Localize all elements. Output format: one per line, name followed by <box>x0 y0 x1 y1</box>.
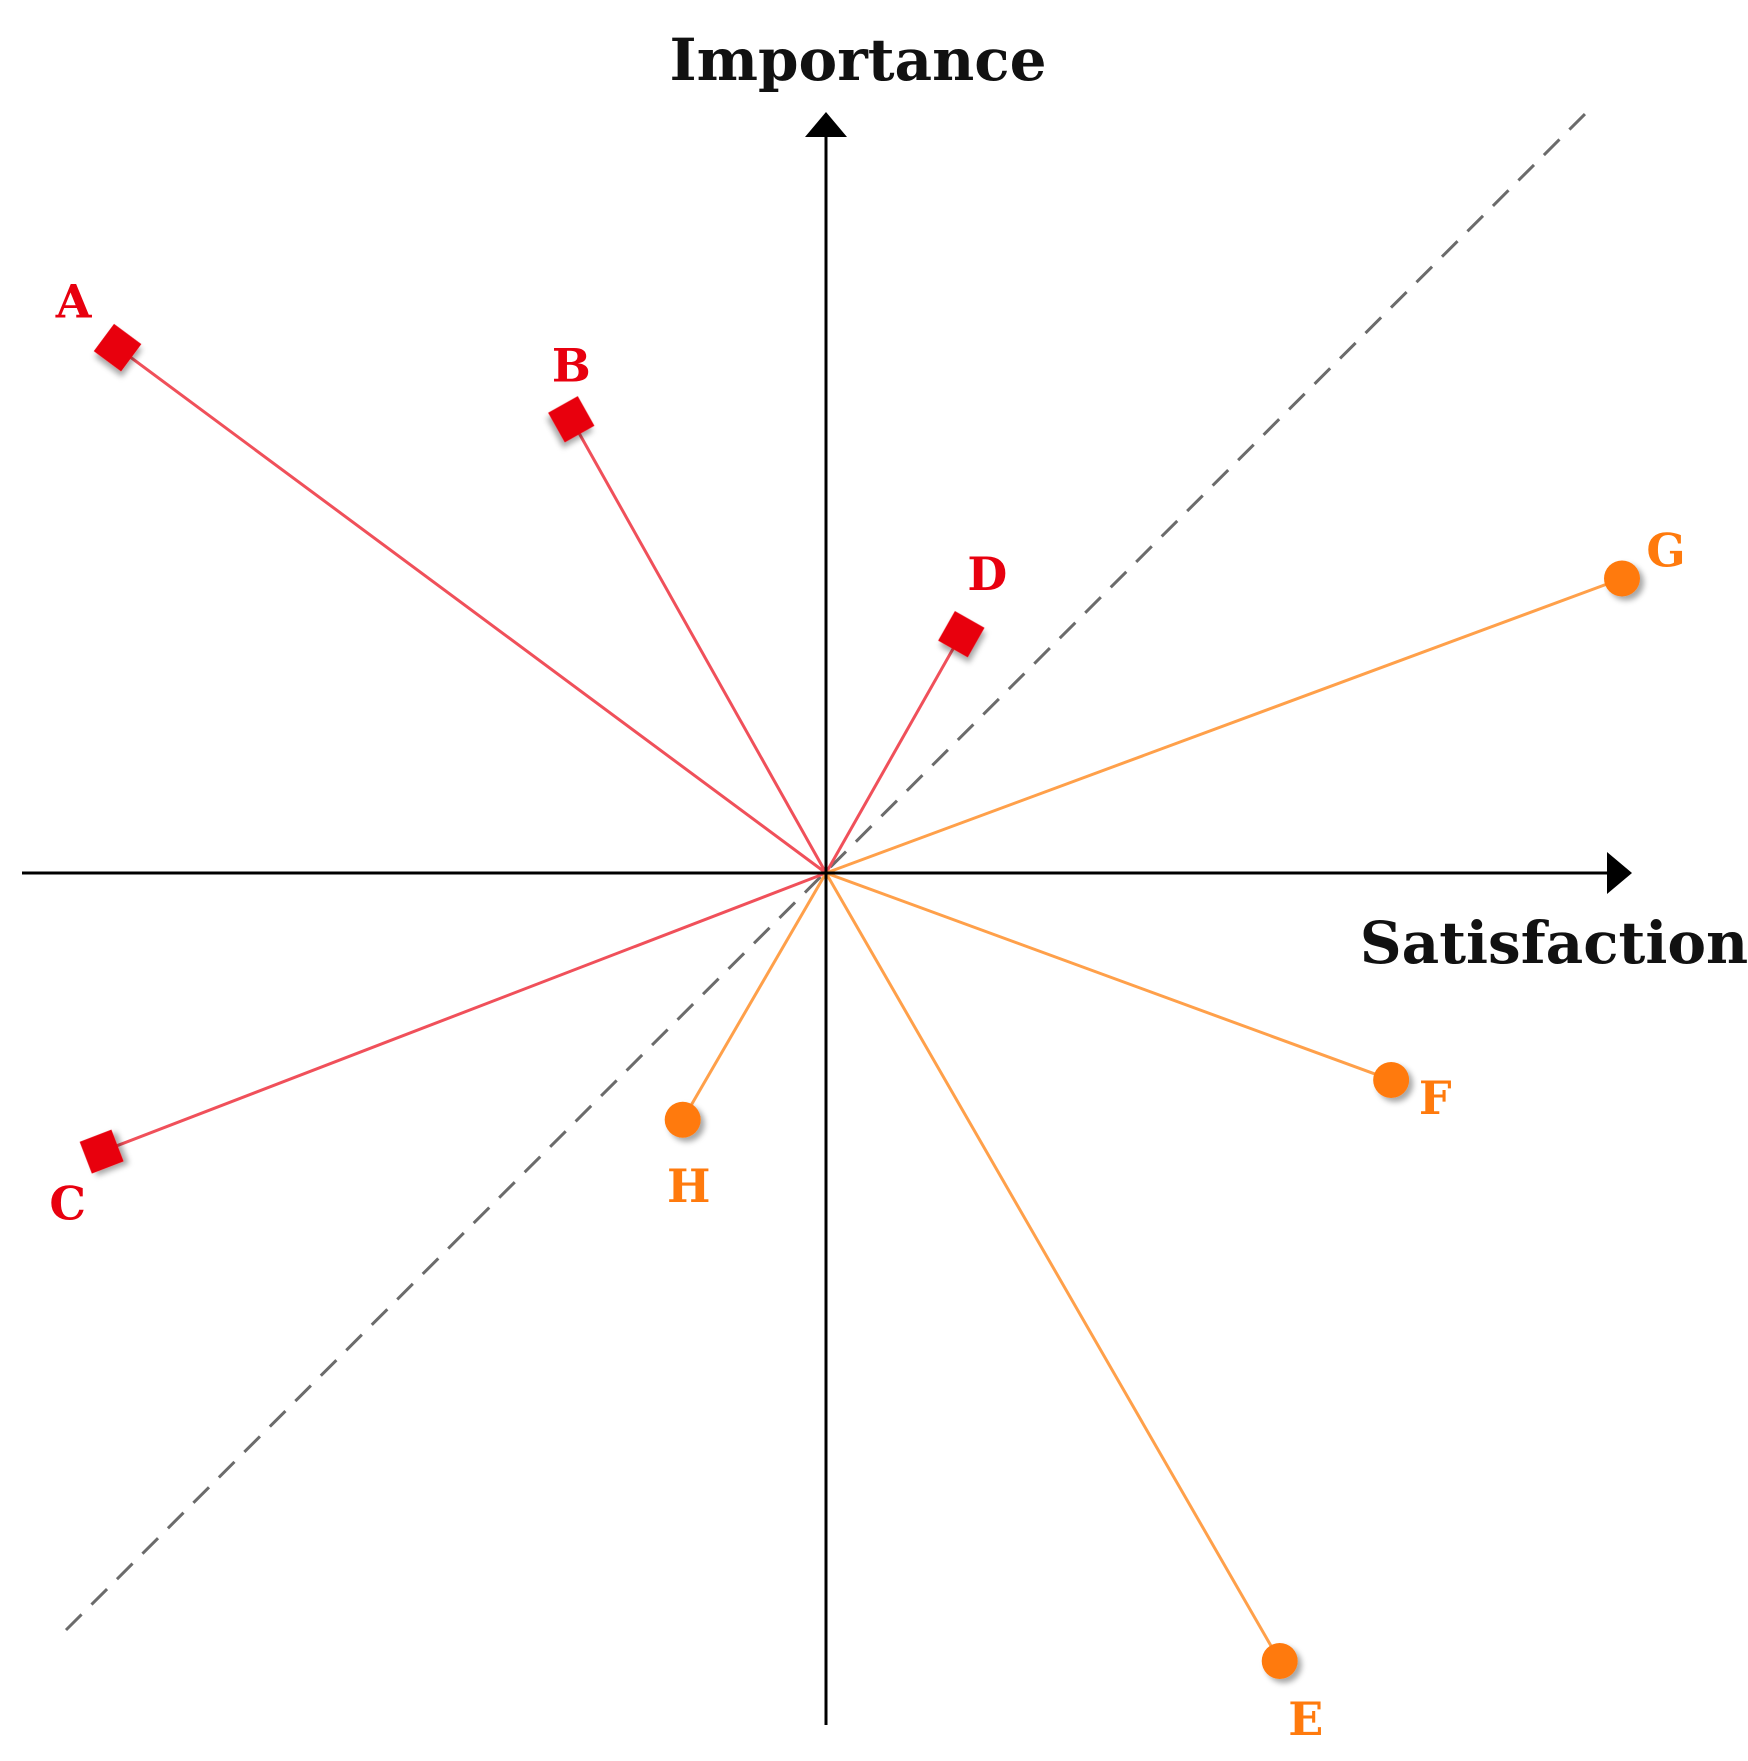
vector-line-c <box>101 871 827 1153</box>
point-label-b: B <box>552 338 591 392</box>
point-label-d: D <box>967 547 1007 601</box>
vector-line-e <box>824 872 1282 1662</box>
point-label-h: H <box>667 1159 710 1213</box>
point-marker-a <box>93 323 142 372</box>
vector-line-a <box>116 346 827 875</box>
vector-line-b <box>569 418 828 874</box>
point-label-g: G <box>1646 523 1685 577</box>
point-marker-b <box>548 396 595 443</box>
point-marker-f <box>1373 1061 1410 1098</box>
point-label-c: C <box>49 1177 86 1231</box>
vector-line-d <box>824 633 963 874</box>
vector-lines <box>101 346 1623 1662</box>
point-marker-e <box>1261 1643 1298 1680</box>
y-axis-arrowhead <box>805 112 847 137</box>
point-label-a: A <box>55 275 93 329</box>
vector-line-g <box>825 577 1623 875</box>
point-label-e: E <box>1288 1692 1323 1746</box>
vector-line-h <box>681 872 828 1121</box>
x-axis-arrowhead <box>1607 852 1632 894</box>
vector-line-f <box>825 871 1392 1082</box>
y-axis-title: Importance <box>669 26 1046 94</box>
point-marker-d <box>938 611 985 658</box>
x-axis-title: Satisfaction <box>1360 909 1748 977</box>
point-marker-c <box>79 1129 124 1174</box>
point-label-f: F <box>1419 1071 1452 1125</box>
point-marker-h <box>664 1101 701 1138</box>
point-marker-g <box>1604 560 1640 597</box>
point-labels: A B C D E F G H <box>49 275 1685 1746</box>
point-markers <box>79 323 1640 1680</box>
